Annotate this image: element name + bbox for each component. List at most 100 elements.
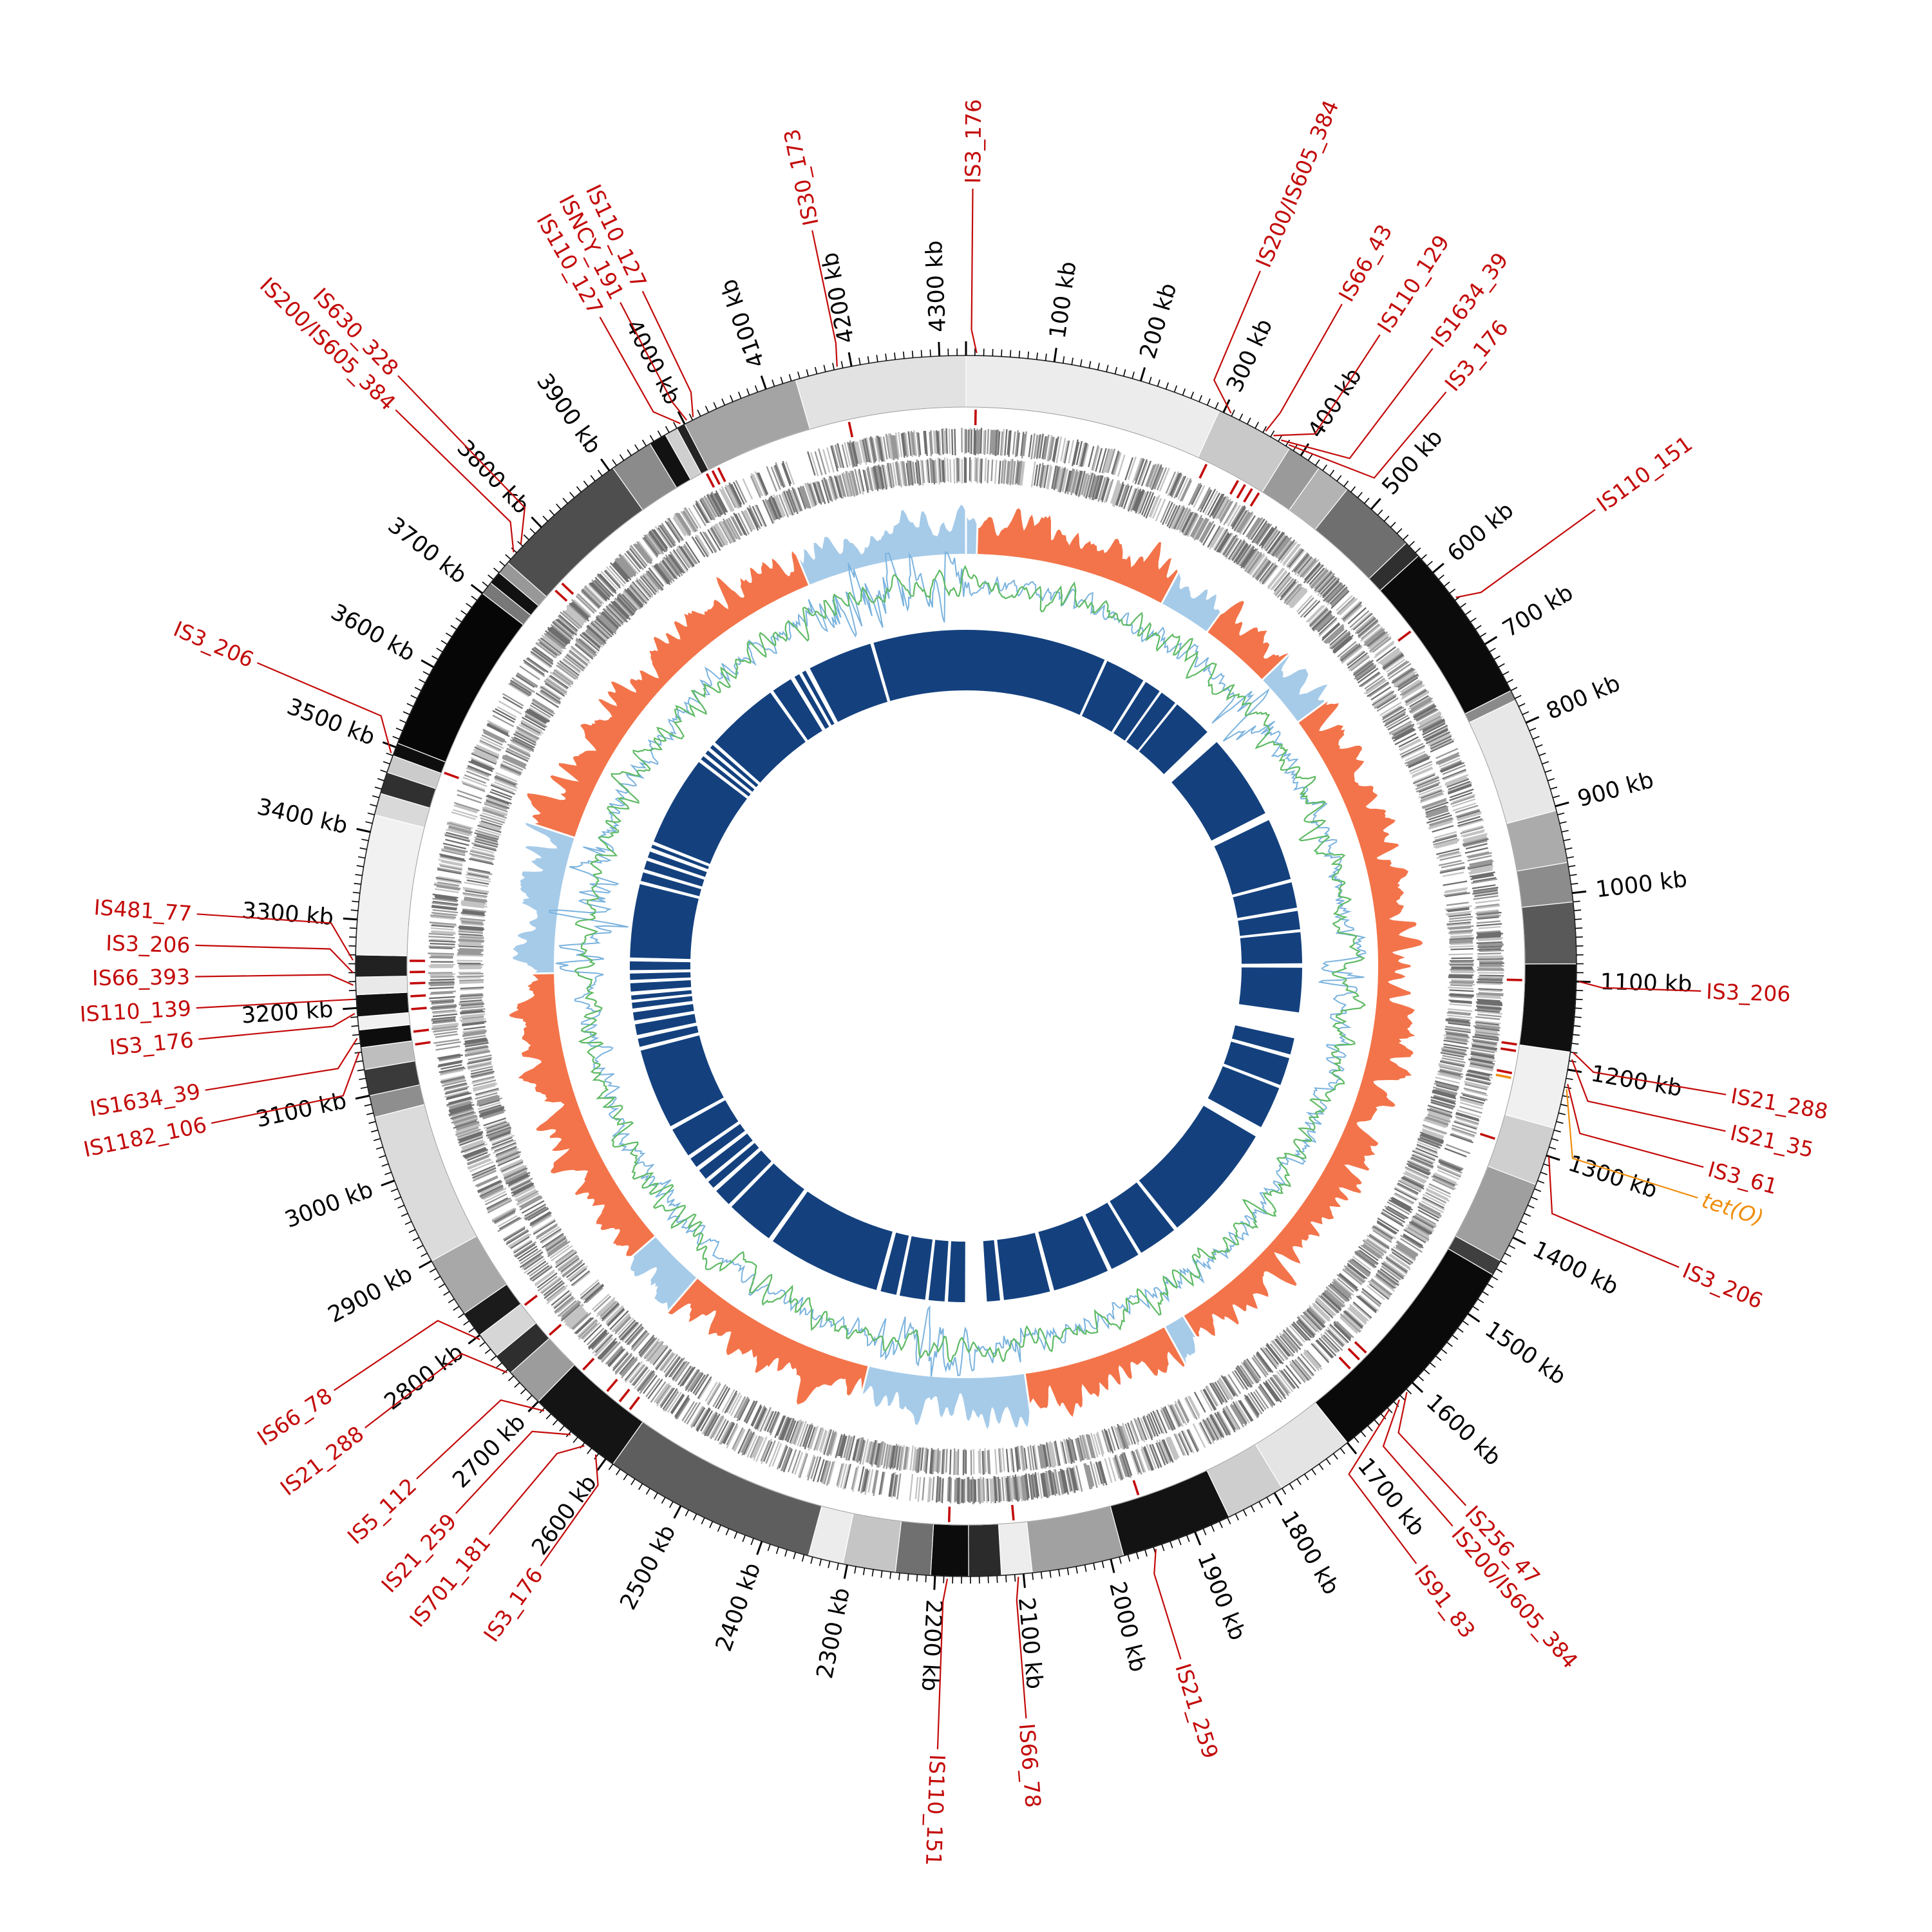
minor-tick: [668, 1501, 674, 1508]
minor-tick: [1514, 695, 1522, 699]
is-mark: [848, 421, 854, 438]
major-tick: [527, 1401, 539, 1413]
major-tick: [1370, 498, 1381, 510]
minor-tick: [384, 1171, 392, 1175]
minor-tick: [1318, 1463, 1324, 1470]
minor-tick: [350, 909, 358, 911]
minor-tick: [1462, 1320, 1469, 1326]
minor-tick: [1575, 1007, 1582, 1009]
minor-tick: [1251, 1505, 1255, 1513]
major-tick: [1022, 1573, 1026, 1588]
minor-tick: [1307, 454, 1313, 461]
minor-tick: [828, 1560, 831, 1568]
minor-tick: [352, 900, 359, 903]
alignment-arc: [708, 1142, 759, 1188]
minor-tick: [780, 376, 784, 384]
alignment-arc: [1113, 682, 1160, 741]
is-mark: [582, 1358, 595, 1371]
minor-tick: [505, 554, 511, 560]
is-leader-line: [488, 1445, 585, 1535]
is-leader-line: [971, 188, 978, 354]
minor-tick: [549, 509, 555, 516]
gene-tick-path: [428, 428, 1504, 1504]
is-leader-line: [211, 1052, 360, 1124]
minor-tick: [401, 1213, 408, 1217]
axis-tick-label: 1600 kb: [1421, 1389, 1506, 1471]
minor-tick: [1132, 371, 1135, 379]
is-leader-line: [1153, 1549, 1182, 1660]
is-label: IS5_112: [343, 1473, 421, 1549]
major-tick: [677, 411, 686, 425]
contig-segment: [355, 976, 408, 996]
minor-tick: [429, 1268, 437, 1273]
major-tick: [1546, 1154, 1560, 1161]
is-mark: [618, 1388, 630, 1403]
contig-segment: [795, 355, 967, 430]
minor-tick: [1383, 515, 1390, 522]
minor-tick: [734, 1531, 738, 1539]
gc-skew-segment: [630, 1237, 696, 1311]
alignment-arc: [1208, 1066, 1280, 1128]
alignment-arc: [672, 1100, 739, 1156]
axis-tick-label: 100 kb: [1045, 260, 1082, 340]
minor-tick: [493, 567, 500, 573]
major-tick: [1572, 890, 1587, 895]
is-label: IS110_151: [1592, 431, 1697, 516]
minor-tick: [1360, 1431, 1367, 1437]
minor-tick: [1429, 1362, 1436, 1368]
minor-tick: [806, 369, 809, 377]
minor-tick: [685, 1510, 690, 1517]
axis-tick-label: 1500 kb: [1480, 1316, 1570, 1390]
minor-tick: [1014, 1574, 1016, 1582]
alignment-arc: [1139, 1106, 1256, 1228]
minor-tick: [815, 366, 818, 374]
minor-tick: [1357, 491, 1363, 498]
alignment-arc: [690, 1124, 745, 1167]
alignment-arc: [1126, 692, 1175, 750]
alignment-arc: [630, 884, 699, 960]
minor-tick: [801, 1554, 805, 1562]
is-mark: [554, 589, 568, 602]
minor-tick: [754, 385, 759, 393]
is-label: IS66_78: [1014, 1723, 1046, 1809]
major-tick: [381, 1179, 395, 1187]
minor-tick: [355, 874, 363, 876]
alignment-arc: [802, 670, 835, 726]
minor-tick: [608, 1463, 614, 1470]
minor-tick: [1114, 366, 1117, 374]
minor-tick: [1262, 426, 1267, 433]
minor-tick: [1396, 528, 1403, 534]
minor-tick: [1157, 379, 1160, 387]
minor-tick: [819, 1558, 822, 1566]
minor-tick: [1491, 1276, 1499, 1281]
minor-tick: [823, 365, 826, 372]
minor-tick: [840, 361, 844, 368]
minor-tick: [810, 1557, 813, 1564]
is-mark: [947, 1506, 951, 1522]
is-label: IS3_206: [1706, 979, 1791, 1007]
major-tick: [1567, 1068, 1582, 1074]
minor-tick: [1289, 1483, 1294, 1490]
minor-tick: [772, 379, 775, 387]
minor-tick: [1572, 1034, 1580, 1036]
minor-tick: [907, 1573, 909, 1581]
major-tick: [756, 1540, 763, 1555]
minor-tick: [1364, 497, 1370, 504]
is-mark: [1132, 1480, 1140, 1496]
minor-tick: [1215, 402, 1219, 410]
minor-tick: [701, 1517, 705, 1524]
alignment-arc: [928, 1240, 949, 1302]
minor-tick: [713, 402, 717, 410]
alignment-arc: [880, 1233, 909, 1295]
minor-tick: [1315, 459, 1320, 466]
minor-tick: [1574, 909, 1582, 911]
major-tick: [1576, 980, 1591, 983]
minor-tick: [742, 1535, 746, 1542]
minor-tick: [406, 703, 414, 707]
gene-tick-path: [457, 457, 1475, 1475]
axis-tick-label: 1900 kb: [1192, 1549, 1251, 1644]
minor-tick: [488, 574, 494, 580]
is-leader-line: [1273, 334, 1381, 437]
minor-tick: [408, 1229, 416, 1233]
contig-segment: [895, 1520, 934, 1577]
